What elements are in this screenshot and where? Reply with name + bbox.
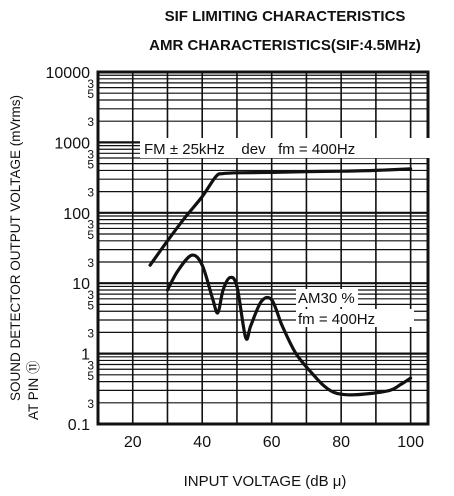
y-minor-tick-label: 5 — [87, 87, 94, 101]
y-minor-tick-label: 3 — [87, 147, 94, 161]
y-tick-label: 1 — [81, 347, 90, 364]
chart-title: SIF LIMITING CHARACTERISTICS — [165, 8, 406, 25]
y-tick-label: 1000 — [54, 135, 90, 152]
y-tick-label: 100 — [63, 206, 90, 223]
y-minor-tick-label: 5 — [87, 158, 94, 172]
fm-series-line — [148, 167, 413, 267]
y-tick-label: 10 — [72, 276, 90, 293]
y-minor-tick-label: 3 — [87, 359, 94, 373]
am-series-line — [165, 253, 413, 397]
am-depth-annotation: AM30 % — [298, 290, 355, 307]
x-tick-label: 20 — [124, 434, 142, 451]
y-minor-tick-label: 3 — [87, 256, 94, 270]
y-minor-tick-label: 3 — [87, 397, 94, 411]
x-axis-label: INPUT VOLTAGE (dB μ) — [184, 473, 347, 490]
x-tick-label: 60 — [263, 434, 281, 451]
y-tick-label: 10000 — [46, 65, 91, 82]
plot-frame — [96, 70, 430, 426]
y-minor-tick-label: 3 — [87, 288, 94, 302]
y-minor-tick-label: 3 — [87, 326, 94, 340]
y-axis-label-line1: SOUND DETECTOR OUTPUT VOLTAGE (mVrms) — [8, 95, 23, 401]
fm-condition-annotation: FM ± 25kHz dev fm = 400Hz — [144, 141, 355, 158]
y-minor-tick-label: 5 — [87, 369, 94, 383]
y-minor-tick-label: 3 — [87, 218, 94, 232]
am-fm-annotation-backdrop — [296, 309, 414, 327]
y-minor-tick-label: 5 — [87, 298, 94, 312]
am-annotation-backdrop — [296, 289, 358, 307]
chart-subtitle: AMR CHARACTERISTICS(SIF:4.5MHz) — [149, 37, 421, 54]
y-axis-label-line2: AT PIN ⑪ — [26, 360, 41, 420]
x-tick-labels: 20 40 60 80 100 — [124, 434, 424, 451]
grid — [97, 70, 428, 426]
y-minor-tick-label: 3 — [87, 186, 94, 200]
y-minor-tick-label: 3 — [87, 77, 94, 91]
y-tick-label: 0.1 — [68, 417, 90, 434]
x-tick-label: 40 — [193, 434, 211, 451]
x-tick-label: 100 — [397, 434, 424, 451]
am-fm-annotation: fm = 400Hz — [298, 311, 375, 328]
fm-annotation-backdrop — [140, 138, 440, 158]
y-minor-tick-label: 3 — [87, 115, 94, 129]
series-layer — [148, 167, 413, 397]
x-tick-label: 80 — [332, 434, 350, 451]
y-minor-tick-label: 5 — [87, 228, 94, 242]
